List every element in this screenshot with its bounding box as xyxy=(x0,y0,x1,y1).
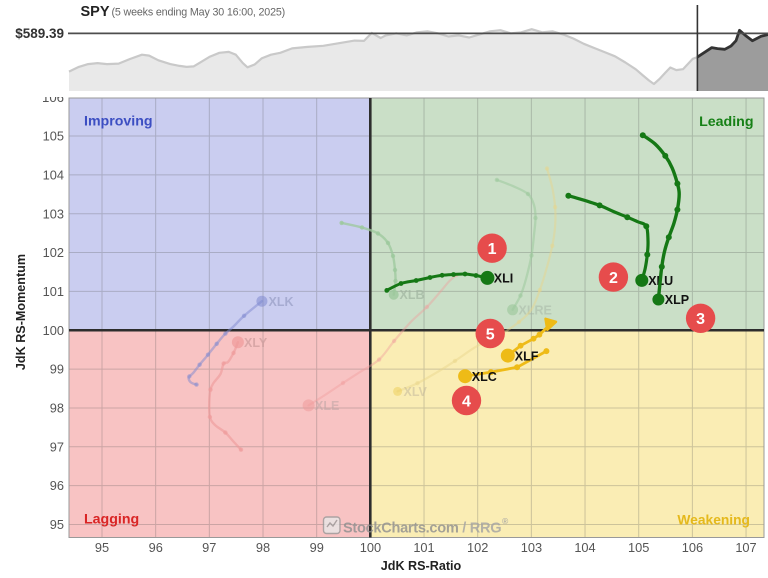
svg-text:XLK: XLK xyxy=(269,295,294,309)
svg-text:101: 101 xyxy=(413,540,434,555)
svg-text:96: 96 xyxy=(149,540,163,555)
svg-text:100: 100 xyxy=(43,323,64,338)
svg-text:98: 98 xyxy=(256,540,270,555)
svg-text:Weakening: Weakening xyxy=(677,513,750,528)
svg-text:(5 weeks ending May 30 16:00,: (5 weeks ending May 30 16:00, 2025) xyxy=(112,6,286,18)
svg-text:5: 5 xyxy=(486,326,495,343)
svg-text:XLRE: XLRE xyxy=(519,303,552,317)
svg-text:XLI: XLI xyxy=(494,272,513,286)
svg-text:99: 99 xyxy=(310,540,324,555)
svg-text:SPY: SPY xyxy=(81,4,110,20)
svg-text:97: 97 xyxy=(50,439,64,454)
svg-text:XLF: XLF xyxy=(515,349,539,363)
svg-text:XLC: XLC xyxy=(472,370,497,384)
svg-text:100: 100 xyxy=(360,540,381,555)
svg-text:105: 105 xyxy=(628,540,649,555)
svg-text:XLE: XLE xyxy=(315,399,339,413)
svg-text:2: 2 xyxy=(609,270,618,287)
svg-text:Lagging: Lagging xyxy=(84,512,139,528)
svg-text:103: 103 xyxy=(43,206,64,221)
svg-text:104: 104 xyxy=(574,540,595,555)
svg-text:104: 104 xyxy=(43,167,64,182)
svg-text:®: ® xyxy=(502,516,509,526)
svg-text:4: 4 xyxy=(462,393,471,410)
svg-text:Improving: Improving xyxy=(84,113,153,129)
svg-text:XLV: XLV xyxy=(404,385,428,399)
svg-text:106: 106 xyxy=(682,540,703,555)
svg-text:102: 102 xyxy=(43,245,64,260)
svg-text:95: 95 xyxy=(50,517,64,532)
svg-text:StockCharts.com / RRG: StockCharts.com / RRG xyxy=(343,521,501,537)
svg-text:105: 105 xyxy=(43,129,64,144)
svg-text:1: 1 xyxy=(488,241,497,258)
svg-text:XLP: XLP xyxy=(665,293,689,307)
svg-text:101: 101 xyxy=(43,284,64,299)
svg-text:107: 107 xyxy=(735,540,756,555)
svg-text:96: 96 xyxy=(50,478,64,493)
svg-text:95: 95 xyxy=(95,540,109,555)
svg-text:XLB: XLB xyxy=(400,288,425,302)
svg-text:97: 97 xyxy=(202,540,216,555)
svg-text:XLY: XLY xyxy=(244,336,268,350)
svg-text:103: 103 xyxy=(521,540,542,555)
svg-text:JdK RS-Momentum: JdK RS-Momentum xyxy=(14,254,28,370)
svg-text:98: 98 xyxy=(50,401,64,416)
svg-text:Leading: Leading xyxy=(699,114,753,130)
svg-text:99: 99 xyxy=(50,362,64,377)
svg-text:$589.39: $589.39 xyxy=(15,26,64,41)
svg-text:3: 3 xyxy=(696,311,705,328)
svg-text:102: 102 xyxy=(467,540,488,555)
svg-text:JdK RS-Ratio: JdK RS-Ratio xyxy=(381,559,462,573)
